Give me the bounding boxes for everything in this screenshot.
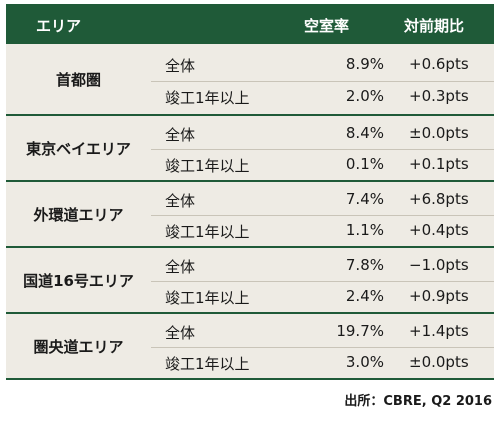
change-cell: −1.0pts — [409, 256, 469, 274]
area-name: 東京ベイエリア — [26, 139, 131, 158]
area-group: 東京ベイエリア 全体 8.4% ±0.0pts 竣工1年以上 0.1% +0.1… — [6, 116, 494, 182]
category-cell: 全体 — [165, 192, 196, 210]
category-cell: 竣工1年以上 — [165, 157, 250, 175]
change-cell: +6.8pts — [409, 190, 469, 208]
table-row: 全体 8.4% ±0.0pts — [151, 119, 494, 149]
change-cell: +1.4pts — [409, 322, 469, 340]
area-name: 圏央道エリア — [33, 337, 124, 356]
category-cell: 竣工1年以上 — [165, 223, 250, 241]
category-cell: 竣工1年以上 — [165, 89, 250, 107]
vacancy-cell: 7.8% — [345, 256, 384, 274]
area-name: 外環道エリア — [33, 205, 124, 224]
vacancy-cell: 8.4% — [345, 124, 384, 142]
change-cell: +0.3pts — [409, 87, 469, 105]
table-row: 全体 7.4% +6.8pts — [151, 185, 494, 215]
table-row: 竣工1年以上 1.1% +0.4pts — [151, 215, 494, 246]
area-name: 首都圏 — [55, 70, 101, 89]
area-group: 国道16号エリア 全体 7.8% −1.0pts 竣工1年以上 2.4% +0.… — [6, 248, 494, 314]
category-cell: 全体 — [165, 258, 196, 276]
table-header: エリア 空室率 対前期比 — [6, 4, 494, 44]
table-row: 全体 8.9% +0.6pts — [151, 50, 494, 80]
header-vacancy-rate: 空室率 — [304, 17, 350, 35]
change-cell: ±0.0pts — [409, 353, 469, 371]
change-cell: +0.1pts — [409, 155, 469, 173]
area-name: 国道16号エリア — [23, 271, 134, 290]
vacancy-cell: 1.1% — [345, 221, 384, 239]
change-cell: +0.9pts — [409, 287, 469, 305]
table-row: 竣工1年以上 3.0% ±0.0pts — [151, 347, 494, 378]
table-row: 竣工1年以上 2.4% +0.9pts — [151, 281, 494, 312]
category-cell: 全体 — [165, 126, 196, 144]
vacancy-cell: 2.0% — [345, 87, 384, 105]
category-cell: 竣工1年以上 — [165, 355, 250, 373]
area-group: 外環道エリア 全体 7.4% +6.8pts 竣工1年以上 1.1% +0.4p… — [6, 182, 494, 248]
table-row: 竣工1年以上 0.1% +0.1pts — [151, 149, 494, 180]
vacancy-cell: 19.7% — [336, 322, 384, 340]
change-cell: +0.6pts — [409, 55, 469, 73]
category-cell: 全体 — [165, 57, 196, 75]
table-row: 全体 7.8% −1.0pts — [151, 251, 494, 281]
header-area: エリア — [36, 17, 82, 35]
table-row: 竣工1年以上 2.0% +0.3pts — [151, 81, 494, 112]
category-cell: 竣工1年以上 — [165, 289, 250, 307]
change-cell: ±0.0pts — [409, 124, 469, 142]
vacancy-cell: 8.9% — [345, 55, 384, 73]
vacancy-cell: 0.1% — [345, 155, 384, 173]
table-row: 全体 19.7% +1.4pts — [151, 317, 494, 347]
area-group: 圏央道エリア 全体 19.7% +1.4pts 竣工1年以上 3.0% ±0.0… — [6, 314, 494, 380]
header-quarter-change: 対前期比 — [404, 17, 465, 35]
change-cell: +0.4pts — [409, 221, 469, 239]
vacancy-table: エリア 空室率 対前期比 首都圏 全体 8.9% +0.6pts 竣工1年以上 … — [6, 4, 494, 380]
vacancy-cell: 7.4% — [345, 190, 384, 208]
source-note: 出所：CBRE, Q2 2016 — [344, 394, 492, 409]
category-cell: 全体 — [165, 324, 196, 342]
vacancy-cell: 2.4% — [345, 287, 384, 305]
vacancy-cell: 3.0% — [345, 353, 384, 371]
area-group: 首都圏 全体 8.9% +0.6pts 竣工1年以上 2.0% +0.3pts — [6, 44, 494, 116]
